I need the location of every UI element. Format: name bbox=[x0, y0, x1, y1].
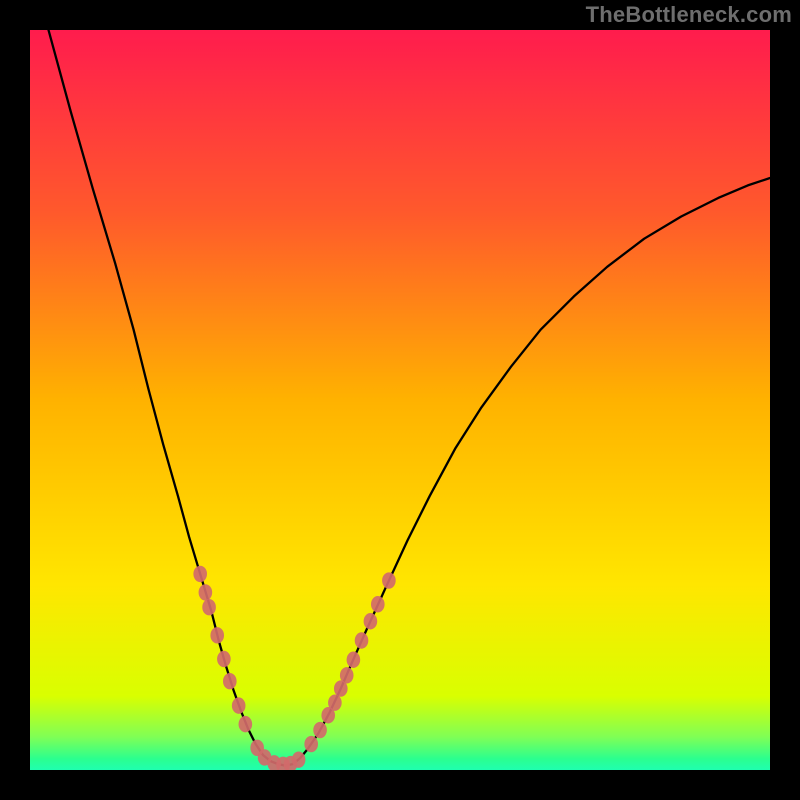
marker-point bbox=[347, 652, 361, 668]
marker-point bbox=[371, 596, 385, 612]
marker-point bbox=[199, 584, 213, 600]
marker-point bbox=[382, 572, 396, 588]
chart-svg bbox=[30, 30, 770, 770]
plot-area bbox=[30, 30, 770, 770]
gradient-background bbox=[30, 30, 770, 770]
marker-point bbox=[364, 613, 378, 629]
marker-point bbox=[232, 697, 246, 713]
outer-frame: TheBottleneck.com bbox=[0, 0, 800, 800]
marker-point bbox=[328, 694, 342, 710]
marker-point bbox=[217, 651, 231, 667]
marker-point bbox=[202, 599, 216, 615]
marker-point bbox=[313, 722, 327, 738]
marker-point bbox=[340, 667, 354, 683]
marker-point bbox=[239, 716, 253, 732]
marker-point bbox=[355, 632, 369, 648]
marker-point bbox=[193, 566, 207, 582]
marker-point bbox=[223, 673, 237, 689]
marker-point bbox=[304, 736, 318, 752]
marker-point bbox=[210, 627, 224, 643]
marker-point bbox=[292, 751, 306, 767]
watermark: TheBottleneck.com bbox=[586, 2, 792, 28]
